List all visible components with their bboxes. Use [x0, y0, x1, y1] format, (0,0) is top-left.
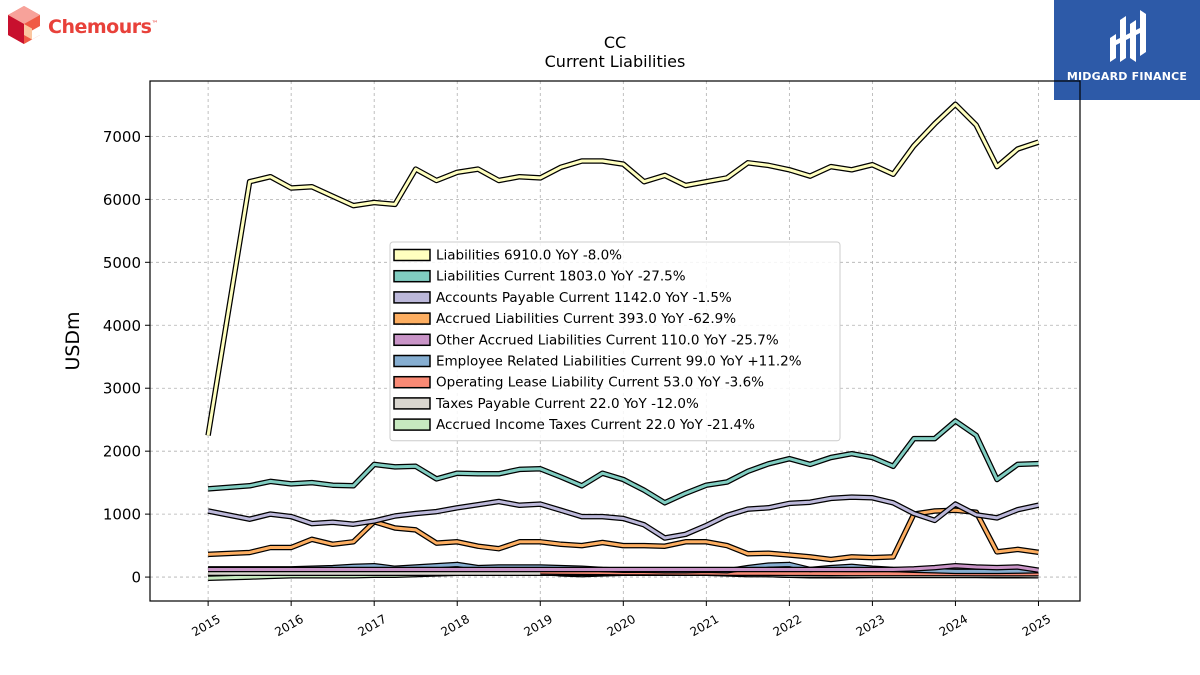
y-tick-label: 1000: [103, 506, 141, 524]
series-line: [208, 508, 1039, 561]
legend-swatch: [393, 418, 431, 431]
legend: Liabilities 6910.0 YoY -8.0% Liabilities …: [389, 241, 841, 442]
series-accounts-payable-current: [207, 494, 1040, 541]
y-tick-label: 5000: [103, 254, 141, 272]
midgard-finance-logo: MIDGARD FINANCE: [1054, 0, 1200, 100]
legend-swatch: [393, 354, 431, 368]
y-axis-label: USDm: [62, 311, 84, 370]
legend-swatch: [393, 269, 431, 283]
legend-entry: Accounts Payable Current 1142.0 YoY -1.5…: [436, 290, 732, 306]
x-tick-label: 2019: [522, 612, 555, 639]
midgard-wordmark: MIDGARD FINANCE: [1066, 70, 1188, 83]
x-tick-label: 2024: [937, 612, 970, 639]
legend-entry: Operating Lease Liability Current 53.0 Y…: [436, 375, 764, 391]
plot-area-frame: [149, 80, 1081, 602]
y-tick-label: 2000: [103, 443, 141, 461]
chart-title: CC: [604, 33, 626, 52]
x-tick-label: 2023: [854, 612, 887, 639]
y-tick-label: 7000: [103, 128, 141, 146]
series-liabilities: [205, 101, 1040, 436]
y-tick-label: 6000: [103, 191, 141, 209]
series-accrued-liabilities-current: [207, 507, 1039, 563]
x-tick-label: 2016: [272, 612, 305, 639]
legend-swatch: [393, 291, 431, 304]
x-tick-label: 2020: [605, 612, 638, 639]
x-tick-label: 2018: [439, 612, 472, 639]
legend-swatch: [393, 333, 431, 347]
chemours-trademark: ™: [151, 19, 158, 28]
legend-entry: Accrued Liabilities Current 393.0 YoY -6…: [436, 311, 736, 327]
x-tick-label: 2017: [355, 612, 388, 639]
series-line: [208, 564, 1039, 572]
x-tick-label: 2025: [1020, 612, 1053, 639]
y-axis: 0 1000 2000 3000 4000 5000 6000 7000: [103, 128, 150, 587]
legend-swatch: [393, 375, 431, 389]
legend-swatch: [393, 397, 431, 410]
legend-entry: Liabilities Current 1803.0 YoY -27.5%: [436, 269, 686, 285]
series-line: [207, 419, 1039, 505]
x-tick-label: 2015: [189, 612, 222, 639]
y-tick-label: 4000: [103, 317, 141, 335]
legend-box: [389, 241, 841, 442]
legend-swatch: [393, 312, 431, 325]
chemours-hexagon-icon: [8, 6, 40, 44]
chemours-name: Chemours: [48, 16, 152, 38]
series-line: [207, 495, 1039, 540]
series-lines: [205, 101, 1040, 582]
series-other-accrued-liabilities-current: [208, 562, 1039, 573]
legend-entry: Liabilities 6910.0 YoY -8.0%: [436, 248, 622, 264]
chemours-logo: Chemours™: [4, 4, 164, 50]
legend-entry: Employee Related Liabilities Current 99.…: [436, 354, 802, 370]
legend-entry: Other Accrued Liabilities Current 110.0 …: [436, 332, 779, 348]
midgard-emblem-icon: [1110, 10, 1146, 62]
legend-entry: Accrued Income Taxes Current 22.0 YoY -2…: [436, 417, 755, 433]
series-liabilities-current: [207, 418, 1039, 506]
legend-swatch: [393, 248, 431, 262]
legend-entry: Taxes Payable Current 22.0 YoY -12.0%: [435, 396, 699, 412]
y-tick-label: 3000: [103, 380, 141, 398]
series-line: [206, 102, 1039, 436]
chart-subtitle: Current Liabilities: [545, 52, 686, 71]
x-tick-label: 2022: [771, 612, 804, 639]
y-tick-label: 0: [131, 569, 141, 587]
x-tick-label: 2021: [688, 612, 721, 639]
x-axis: 2015 2016 2017 2018 2019 2020 2021 2022 2023 2024…: [189, 601, 1053, 639]
chemours-wordmark: Chemours™: [48, 16, 158, 38]
